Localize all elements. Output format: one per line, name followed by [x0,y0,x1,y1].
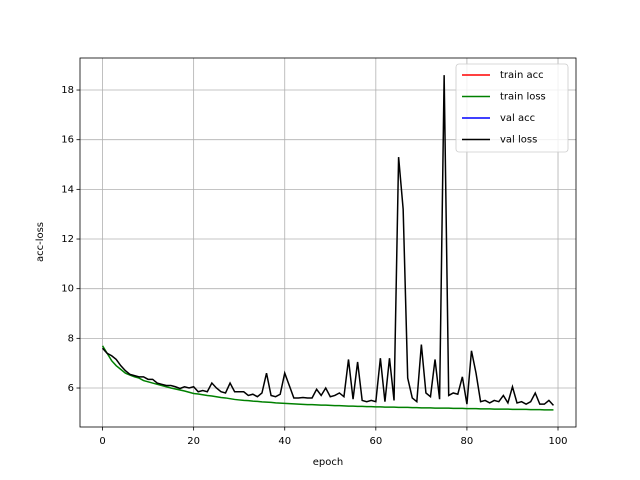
y-tick-label: 14 [61,184,74,195]
x-tick-label: 40 [278,436,291,447]
y-tick-label: 12 [61,234,74,245]
legend-label: train acc [500,70,544,81]
legend-label: val acc [500,113,535,124]
series-line [101,345,554,411]
y-tick-label: 18 [61,85,74,96]
x-axis-label: epoch [313,457,343,468]
y-tick-label: 10 [61,284,74,295]
legend-label: val loss [500,135,537,146]
x-tick-label: 60 [369,436,382,447]
series-line [101,75,555,406]
plot-frame [79,57,577,428]
legend-label: train loss [500,92,546,103]
x-tick-label: 20 [187,436,200,447]
x-tick-label: 80 [461,436,474,447]
legend-box [455,63,569,153]
y-tick-label: 6 [68,383,74,394]
y-axis-label: acc-loss [35,222,46,262]
y-tick-label: 16 [61,135,74,146]
x-tick-label: 0 [99,436,105,447]
y-tick-label: 8 [68,333,74,344]
x-tick-label: 100 [548,436,567,447]
